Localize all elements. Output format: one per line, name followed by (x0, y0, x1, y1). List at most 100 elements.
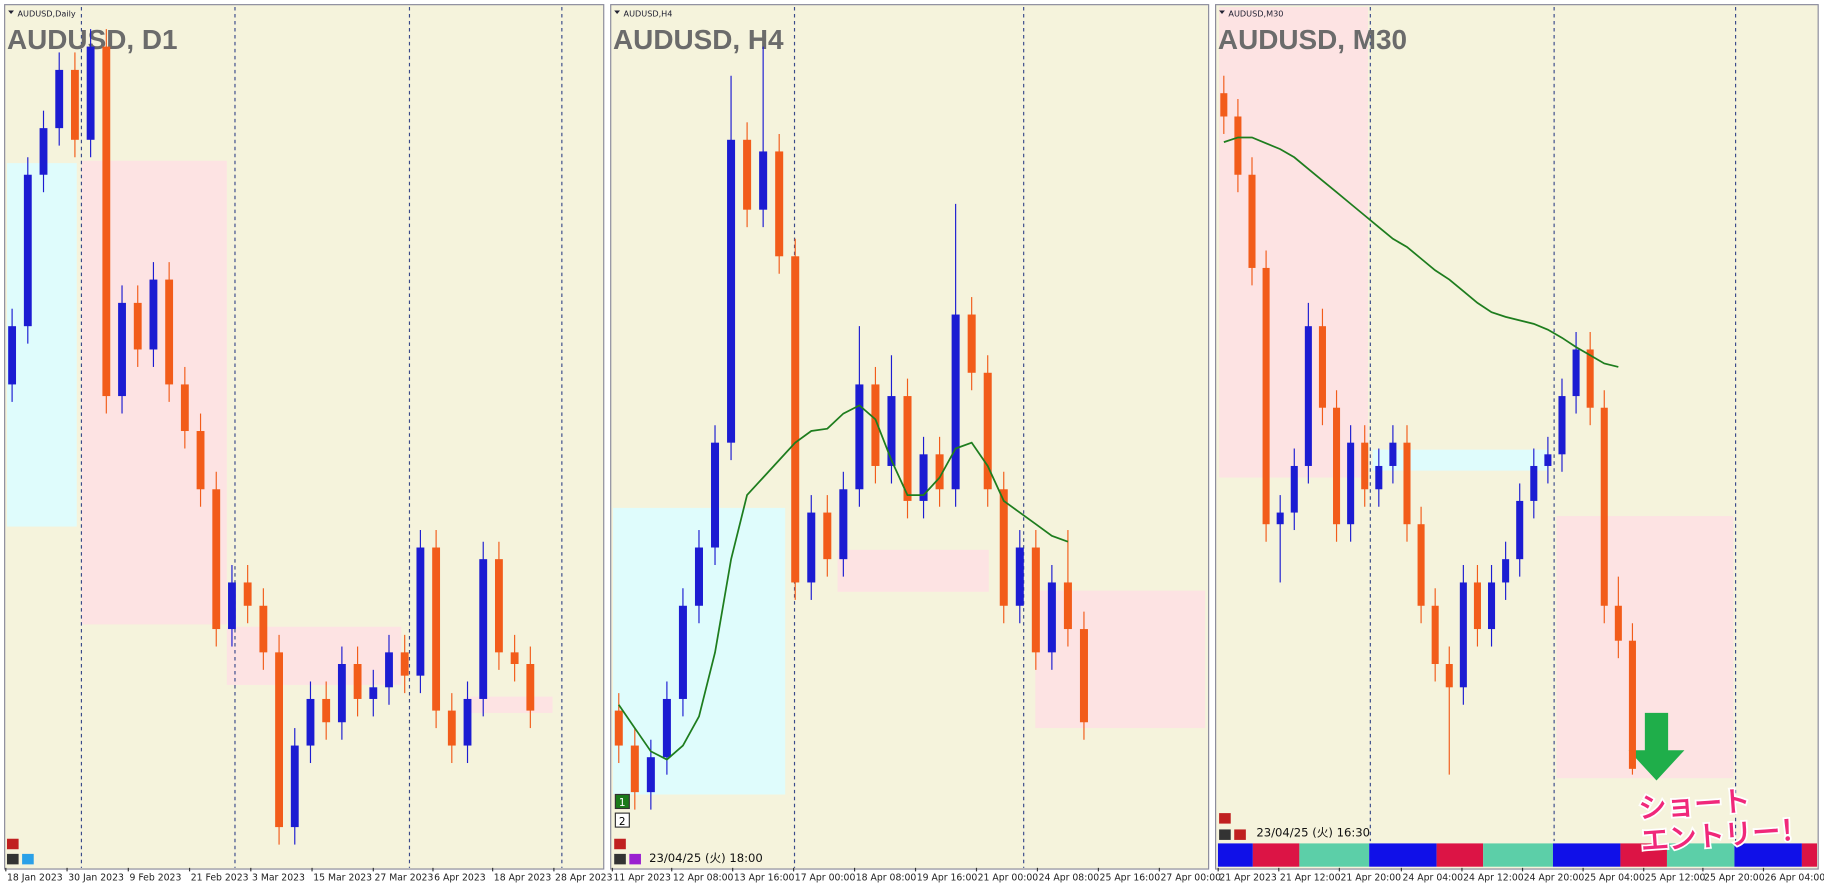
down-arrow (1628, 712, 1685, 781)
candle-body (1572, 349, 1580, 397)
x-tick-label: 21 Apr 12:00 (1280, 873, 1341, 884)
x-tick-label: 28 Apr 2023 (555, 873, 613, 884)
candle-body (646, 757, 655, 793)
candle-body (1473, 582, 1481, 630)
candle-body (1445, 664, 1453, 688)
icon (614, 853, 626, 865)
x-tick-label: 30 Jan 2023 (68, 873, 124, 884)
x-tick-label: 6 Apr 2023 (434, 873, 486, 884)
candle-body (1403, 442, 1411, 525)
badge-label: 2 (619, 816, 626, 828)
icon (1219, 829, 1231, 840)
timestamp: 23/04/25 (火) 16:30 (1256, 825, 1370, 839)
badge (614, 812, 630, 828)
candle-body (228, 582, 236, 630)
candle-body (212, 489, 221, 630)
candle-body (70, 69, 79, 140)
candle-body (290, 745, 299, 828)
x-tick-label: 9 Feb 2023 (129, 873, 181, 884)
x-tick-label: 3 Mar 2023 (252, 873, 305, 884)
candle-body (463, 698, 472, 746)
candle-body (1333, 407, 1341, 525)
dropdown-icon (8, 10, 14, 14)
candle-body (935, 454, 944, 490)
zone-supply (1035, 590, 1206, 729)
x-tick-label: 24 Apr 20:00 (1524, 873, 1585, 884)
x-tick-label: 25 Apr 12:00 (1645, 873, 1706, 884)
strip-segment (1552, 843, 1621, 867)
candle-body (1220, 93, 1228, 117)
moving-average (618, 404, 1069, 761)
candle-body (416, 547, 425, 676)
candle-body (1614, 605, 1622, 641)
candle-body (1488, 582, 1496, 630)
strip-segment (1734, 843, 1802, 867)
x-tick-label: 21 Apr 00:00 (978, 873, 1039, 884)
x-tick-label: 11 Apr 2023 (614, 873, 672, 884)
candle-body (447, 710, 456, 746)
chart-title: AUDUSD, H4 (613, 24, 784, 55)
x-tick-label: 25 Apr 16:00 (1100, 873, 1161, 884)
badge (614, 793, 630, 810)
candle-body (694, 547, 703, 606)
candle-body (887, 396, 896, 466)
candle-body (1431, 605, 1439, 665)
dropdown-icon (1219, 10, 1225, 14)
candle-body (353, 664, 362, 699)
zone-supply (226, 626, 402, 685)
candle-body (855, 384, 864, 490)
candle-body (118, 302, 126, 397)
x-tick-label: 25 Apr 20:00 (1704, 873, 1765, 884)
candle-body (791, 256, 800, 583)
window-label: AUDUSD,M30 (1228, 8, 1283, 18)
strip-segment (1666, 843, 1735, 867)
x-tick-label: 19 Apr 16:00 (917, 873, 978, 884)
candle-body (39, 128, 48, 175)
zone-demand (6, 163, 77, 527)
moving-average (1223, 136, 1619, 368)
candle-body (1079, 629, 1088, 723)
timestamp: 23/04/25 (火) 18:00 (649, 851, 763, 865)
icon (22, 853, 34, 865)
candle-body (1459, 582, 1467, 688)
candle-body (967, 314, 976, 373)
candle-body (400, 652, 409, 676)
strip-segment (1483, 843, 1553, 867)
x-tick-label: 25 Apr 04:00 (1584, 873, 1645, 884)
candle-body (743, 139, 752, 210)
candle-body (823, 512, 832, 560)
candle-body (1063, 582, 1072, 630)
candle-body (1276, 512, 1284, 525)
x-tick-label: 24 Apr 04:00 (1403, 873, 1464, 884)
strip-segment (1252, 843, 1300, 867)
candle-body (306, 698, 315, 746)
candle-body (180, 384, 189, 432)
strip-segment (1369, 843, 1437, 867)
candle-body (775, 151, 784, 257)
candle-body (1361, 442, 1369, 490)
candle-body (322, 698, 331, 723)
zone-supply (465, 696, 553, 713)
candle-body (133, 302, 142, 350)
candle-body (432, 547, 441, 711)
candle-body (1558, 396, 1566, 455)
icon (1219, 813, 1231, 824)
candle-body (1290, 465, 1298, 513)
x-tick-label: 26 Apr 04:00 (1765, 873, 1824, 884)
icon (629, 853, 641, 865)
candle-body (983, 372, 992, 490)
candle-body (999, 489, 1008, 606)
candle-body (1375, 465, 1383, 490)
badge-label: 1 (619, 797, 626, 809)
candle-body (494, 559, 503, 653)
candle-body (86, 46, 95, 140)
zone-supply (837, 549, 989, 592)
candle-body (243, 582, 252, 606)
candle-body (1047, 582, 1056, 653)
candle-body (8, 326, 17, 385)
candle-body (1417, 524, 1425, 606)
candle-body (662, 698, 671, 758)
candle-body (1234, 116, 1242, 175)
x-tick-label: 24 Apr 08:00 (1039, 873, 1100, 884)
candle-body (678, 605, 687, 699)
